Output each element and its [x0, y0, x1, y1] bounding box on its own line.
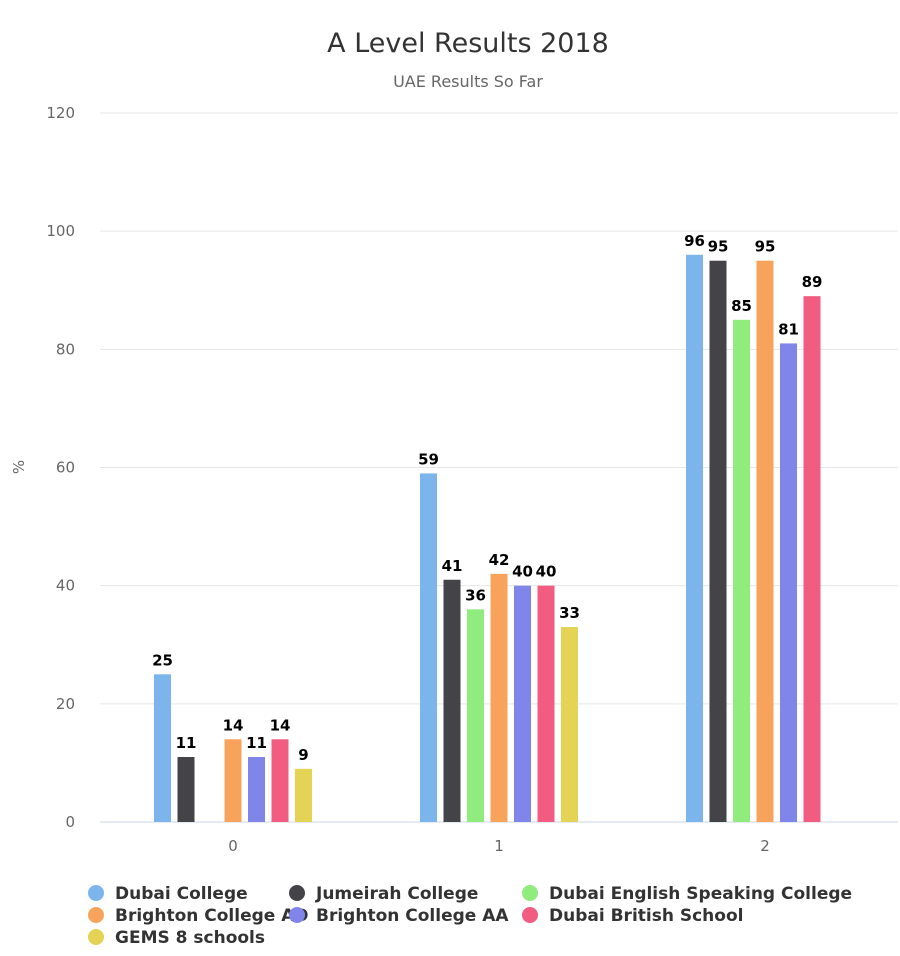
bar-brighton-college-ad-0: [224, 739, 242, 822]
legend-marker: [88, 907, 104, 923]
x-ticks-layer: 0 1 2: [228, 837, 770, 855]
legend-label: GEMS 8 schools: [115, 928, 265, 948]
data-label: 33: [559, 604, 580, 622]
bar-dubai-english-speaking-college-2: [733, 319, 750, 822]
legend: Dubai College Jumeirah College Dubai Engli…: [88, 884, 852, 948]
x-tick-label: 2: [760, 837, 770, 855]
bar-brighton-college-aa-2: [780, 343, 797, 822]
data-label: 96: [684, 232, 705, 250]
legend-label: Dubai College: [115, 884, 248, 904]
y-tick-label: 0: [65, 813, 75, 831]
data-label: 81: [778, 320, 799, 338]
legend-item[interactable]: Dubai British School: [522, 906, 743, 926]
bar-dubai-british-school-2: [803, 296, 821, 822]
bar-dubai-english-speaking-college-1: [467, 609, 484, 822]
legend-marker: [289, 907, 305, 923]
bar-dubai-college-1: [420, 473, 437, 822]
bar-gems-8-schools-0: [295, 768, 312, 822]
y-tick-label: 60: [56, 459, 75, 477]
x-tick-label: 0: [228, 837, 238, 855]
bar-dubai-british-school-1: [537, 585, 555, 822]
y-tick-label: 120: [46, 104, 75, 122]
chart-subtitle: UAE Results So Far: [393, 72, 543, 91]
data-label: 95: [708, 238, 729, 256]
data-label: 89: [802, 273, 823, 291]
legend-label: Brighton College AA: [316, 906, 509, 926]
y-tick-label: 100: [46, 222, 75, 240]
legend-item[interactable]: Brighton College AA: [289, 906, 509, 926]
data-label: 41: [442, 557, 463, 575]
legend-item[interactable]: GEMS 8 schools: [88, 928, 265, 948]
data-label: 11: [246, 734, 267, 752]
bar-dubai-college-0: [154, 674, 171, 822]
x-tick-label: 1: [494, 837, 504, 855]
chart-title: A Level Results 2018: [327, 28, 609, 59]
data-label: 14: [270, 716, 291, 734]
legend-item[interactable]: Dubai College: [88, 884, 248, 904]
data-label: 85: [731, 297, 752, 315]
data-label: 36: [465, 586, 486, 604]
legend-marker: [522, 885, 538, 901]
data-label: 42: [489, 551, 510, 569]
bar-jumeirah-college-2: [709, 260, 727, 822]
bar-brighton-college-aa-1: [514, 585, 531, 822]
data-label: 95: [755, 238, 776, 256]
data-label: 59: [418, 450, 439, 468]
legend-marker: [522, 907, 538, 923]
bar-brighton-college-ad-1: [490, 573, 508, 822]
data-label: 11: [176, 734, 197, 752]
legend-marker: [88, 929, 104, 945]
legend-marker: [88, 885, 104, 901]
data-label: 40: [536, 563, 557, 581]
y-tick-label: 40: [56, 577, 75, 595]
y-tick-label: 80: [56, 340, 75, 358]
bar-dubai-college-2: [686, 254, 703, 823]
legend-item[interactable]: Brighton College AD: [88, 906, 309, 926]
bar-jumeirah-college-1: [443, 579, 461, 822]
legend-label: Dubai British School: [549, 906, 743, 926]
legend-label: Jumeirah College: [315, 884, 478, 904]
data-label: 9: [298, 746, 308, 764]
data-label: 25: [152, 651, 173, 669]
bars-layer: [154, 254, 821, 823]
bar-jumeirah-college-0: [177, 757, 195, 822]
data-label: 14: [223, 716, 244, 734]
legend-label: Dubai English Speaking College: [549, 884, 852, 904]
bar-gems-8-schools-1: [561, 627, 578, 822]
legend-label: Brighton College AD: [115, 906, 309, 926]
legend-marker: [289, 885, 305, 901]
legend-item[interactable]: Dubai English Speaking College: [522, 884, 852, 904]
bar-brighton-college-ad-2: [756, 260, 774, 822]
bar-brighton-college-aa-0: [248, 757, 265, 822]
bar-dubai-british-school-0: [271, 739, 289, 822]
y-tick-label: 20: [56, 695, 75, 713]
legend-item[interactable]: Jumeirah College: [289, 884, 478, 904]
data-label: 40: [512, 563, 533, 581]
y-axis-label: %: [10, 460, 28, 474]
